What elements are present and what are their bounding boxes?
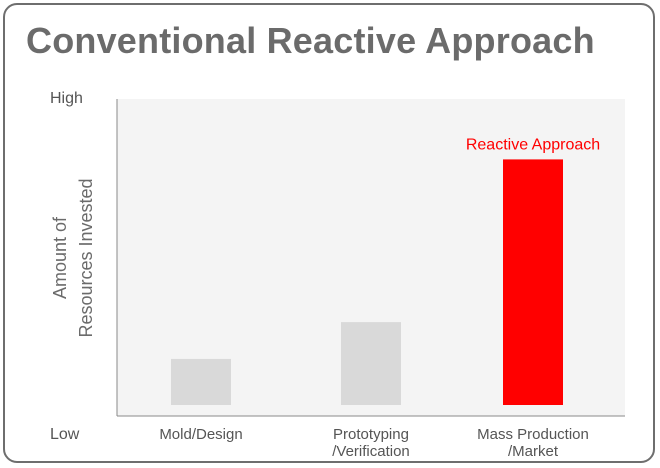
annotations-group: Reactive Approach bbox=[466, 136, 600, 153]
y-axis-title-line-1: Amount of bbox=[50, 216, 70, 299]
x-tick-label-3-line-2: /Market bbox=[508, 443, 559, 460]
y-tick-high: High bbox=[50, 90, 83, 107]
bar-annotation-1: Reactive Approach bbox=[466, 136, 600, 153]
x-tick-labels: Mold/Design Prototyping/Verification Mass … bbox=[159, 426, 589, 460]
chart-title: Conventional Reactive Approach bbox=[26, 20, 595, 61]
y-axis-title-line-2: Resources Invested bbox=[76, 178, 96, 337]
x-tick-label-2-line-1: Prototyping bbox=[333, 426, 409, 443]
bar-1 bbox=[171, 358, 231, 405]
bar-2 bbox=[341, 322, 401, 405]
x-tick-label-3-line-1: Mass Production bbox=[477, 426, 589, 443]
x-tick-label-1-line-1: Mold/Design bbox=[159, 426, 242, 443]
y-tick-low: Low bbox=[50, 426, 80, 443]
bar-3 bbox=[503, 159, 563, 405]
x-tick-label-2-line-2: /Verification bbox=[332, 443, 410, 460]
bars-group bbox=[171, 159, 563, 405]
